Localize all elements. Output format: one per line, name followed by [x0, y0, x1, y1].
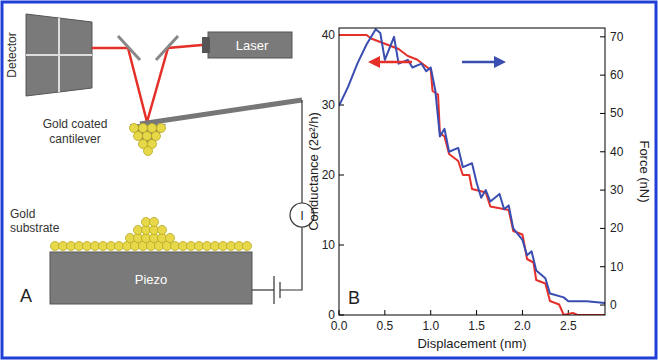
axis-arrow	[462, 61, 498, 64]
y2-tick-label: 0	[610, 298, 617, 312]
y2-tick	[600, 305, 605, 306]
gold-atom	[166, 234, 175, 243]
gold-atom	[134, 132, 143, 141]
piezo-label: Piezo	[135, 272, 168, 287]
y2-tick-label: 20	[610, 221, 624, 235]
gold-atom	[152, 132, 161, 141]
laser-beam	[92, 45, 202, 122]
series-line	[339, 29, 605, 303]
wire	[301, 100, 302, 203]
cantilever-label: Gold coatedcantilever	[43, 117, 108, 146]
x-tick-label: 1.5	[468, 319, 485, 333]
y-tick-label: 40	[322, 28, 336, 42]
y-tick	[339, 175, 344, 176]
gold-atom	[148, 124, 157, 133]
substrate-label: Goldsubstrate	[10, 207, 60, 235]
y-tick-label: 30	[322, 98, 336, 112]
y-tick-label: 20	[322, 168, 336, 182]
panel-a: Detector Laser Gold coatedcantilever I Piezo…	[5, 14, 314, 306]
y2-tick-label: 70	[610, 30, 624, 44]
axis-arrow	[376, 61, 412, 64]
x-tick	[476, 310, 477, 315]
figure-frame	[2, 2, 656, 358]
y2-tick-label: 30	[610, 183, 624, 197]
label-line: substrate	[10, 221, 60, 235]
panel-letter: A	[20, 286, 32, 306]
gold-atom	[158, 226, 167, 235]
laser-label: Laser	[236, 38, 269, 53]
axis-arrow-head	[494, 56, 506, 68]
series-line	[339, 35, 605, 315]
gold-atom	[144, 147, 153, 156]
y2-tick	[600, 75, 605, 76]
y2-tick-label: 10	[610, 260, 624, 274]
current-label: I	[300, 208, 304, 223]
y2-tick	[600, 36, 605, 37]
y2-tick-label: 60	[610, 68, 624, 82]
y2-tick-label: 40	[610, 145, 624, 159]
y2-tick	[600, 113, 605, 114]
y2-tick	[600, 266, 605, 267]
detector	[26, 14, 92, 96]
battery-plate	[279, 282, 280, 298]
x-tick-label: 1.0	[422, 319, 439, 333]
laser	[208, 32, 292, 58]
y2-tick-label: 50	[610, 106, 624, 120]
label-line: cantilever	[49, 132, 100, 146]
figure: Detector Laser Gold coatedcantilever I Piezo…	[0, 0, 658, 360]
x-tick-label: 0.5	[377, 319, 394, 333]
y-tick	[339, 245, 344, 246]
y-tick-label: 10	[322, 238, 336, 252]
y2-axis-title: Force (nN)	[637, 140, 652, 202]
y2-tick	[600, 151, 605, 152]
gold-atom	[139, 124, 148, 133]
wire	[280, 227, 302, 290]
label-line: Gold coated	[43, 117, 108, 131]
detector-label: Detector	[5, 32, 19, 77]
gold-atom	[143, 132, 152, 141]
gold-atom	[130, 124, 139, 133]
panel-b: 0.00.51.01.52.02.50102030400102030405060…	[306, 28, 652, 351]
x-tick-label: 2.5	[560, 319, 577, 333]
gold-atom	[150, 218, 159, 227]
wire	[252, 289, 274, 290]
plot-frame	[339, 28, 605, 315]
detector-split	[26, 54, 92, 56]
laser-aperture	[202, 37, 210, 53]
cantilever	[140, 100, 302, 124]
label-line: Gold	[10, 207, 35, 221]
x-tick-label: 2.0	[514, 319, 531, 333]
plot-data	[339, 29, 605, 315]
mirror	[156, 36, 178, 60]
x-tick	[430, 310, 431, 315]
axis-arrow-head	[368, 56, 380, 68]
panel-letter: B	[348, 288, 360, 308]
x-tick	[384, 310, 385, 315]
y-axis-title: Conductance (2e²/h)	[306, 112, 321, 231]
gold-atom	[157, 124, 166, 133]
y2-tick	[600, 190, 605, 191]
x-tick	[522, 310, 523, 315]
piezo	[50, 252, 252, 304]
x-axis-title: Displacement (nm)	[417, 336, 526, 351]
y2-tick	[600, 228, 605, 229]
y-tick-label: 0	[328, 308, 335, 322]
mirror	[118, 36, 140, 60]
gold-atom	[243, 242, 252, 251]
